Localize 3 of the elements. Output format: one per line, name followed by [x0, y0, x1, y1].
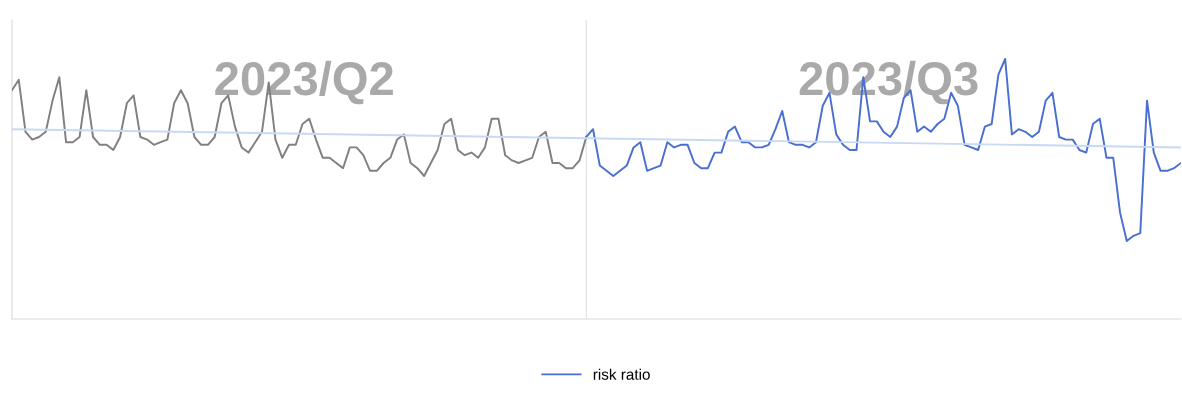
annotation: 2023/Q2: [215, 60, 393, 105]
legend-label: risk ratio: [593, 368, 650, 380]
annotation: 2023/Q3: [799, 60, 978, 105]
